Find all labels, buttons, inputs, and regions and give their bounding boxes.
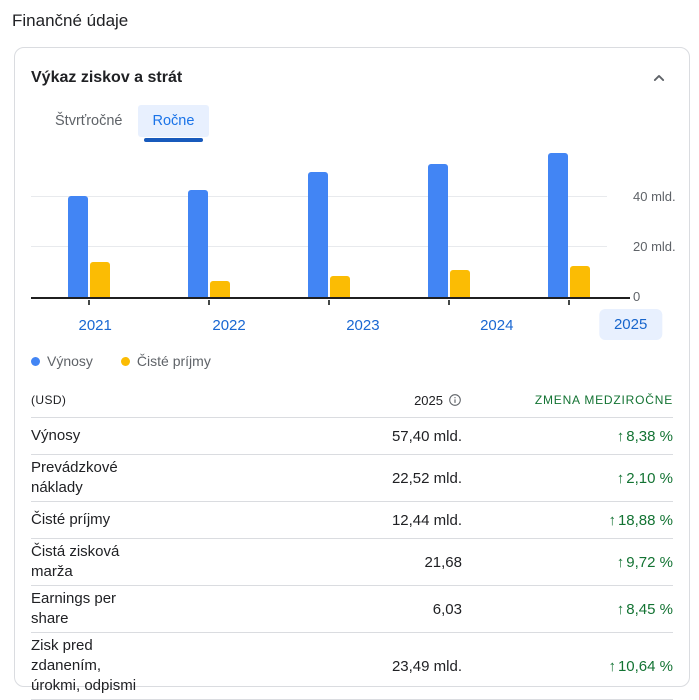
income-statement-card: Výkaz ziskov a strát Štvrťročné Ročne 40… bbox=[14, 47, 690, 700]
year-label-2022[interactable]: 2022 bbox=[212, 317, 246, 334]
legend-label-net-income: Čisté príjmy bbox=[136, 353, 211, 369]
row-change: ↑ 2,10 % bbox=[462, 470, 673, 487]
x-axis-labels: 2021 2022 2023 2024 2025 bbox=[31, 297, 673, 349]
up-arrow-icon: ↑ bbox=[616, 427, 625, 445]
table-row-operating-expense: Prevádzkové náklady 22,52 mld. ↑ 2,10 % bbox=[31, 455, 673, 502]
legend-label-revenue: Výnosy bbox=[47, 353, 93, 369]
year-label-2021[interactable]: 2021 bbox=[78, 317, 112, 334]
bar-net-income-2025[interactable] bbox=[569, 265, 590, 297]
up-arrow-icon: ↑ bbox=[616, 553, 625, 571]
info-icon bbox=[448, 394, 462, 410]
table-row-revenue: Výnosy 57,40 mld. ↑ 8,38 % bbox=[31, 418, 673, 455]
x-axis-tick bbox=[567, 300, 570, 305]
chevron-up-icon bbox=[649, 75, 669, 91]
card-header: Výkaz ziskov a strát bbox=[31, 66, 673, 90]
row-change-value: 8,45 % bbox=[626, 600, 673, 618]
chart-legend: Výnosy Čisté príjmy bbox=[31, 353, 673, 369]
bar-revenue-2023[interactable] bbox=[307, 171, 328, 297]
tab-yearly[interactable]: Ročne bbox=[137, 105, 210, 142]
year-label-2023[interactable]: 2023 bbox=[346, 317, 380, 334]
row-change-value: 2,10 % bbox=[626, 469, 673, 487]
row-value: 12,44 mld. bbox=[391, 511, 462, 529]
legend-dot-blue bbox=[31, 356, 40, 366]
table-header-change: ZMENA MEDZIROČNE bbox=[534, 393, 673, 407]
bar-revenue-2025[interactable] bbox=[547, 153, 568, 297]
bar-revenue-2024[interactable] bbox=[427, 164, 448, 297]
row-value: 23,49 mld. bbox=[391, 657, 462, 675]
tab-quarterly[interactable]: Štvrťročné bbox=[55, 113, 123, 129]
period-tabs: Štvrťročné Ročne bbox=[40, 105, 673, 142]
period-info-button[interactable] bbox=[448, 393, 462, 407]
table-header-unit: (USD) bbox=[31, 393, 67, 407]
y-axis-tick-label: 0 bbox=[633, 289, 641, 304]
bar-net-income-2023[interactable] bbox=[329, 275, 350, 297]
row-change: ↑ 9,72 % bbox=[462, 554, 673, 571]
table-row-net-profit-margin: Čistá zisková marža 21,68 ↑ 9,72 % bbox=[31, 539, 673, 586]
x-axis-baseline bbox=[31, 297, 630, 299]
x-axis-tick bbox=[327, 300, 330, 305]
row-change: ↑ 10,64 % bbox=[462, 658, 673, 675]
row-label: Earnings per share bbox=[31, 590, 117, 627]
row-value: 57,40 mld. bbox=[391, 427, 462, 445]
card-title: Výkaz ziskov a strát bbox=[31, 69, 183, 86]
bar-revenue-2021[interactable] bbox=[67, 195, 88, 297]
financials-table: (USD) 2025 ZMENA MEDZIROČNE Výnosy 57,40… bbox=[31, 383, 673, 700]
table-row-eps: Earnings per share 6,03 ↑ 8,45 % bbox=[31, 586, 673, 633]
legend-dot-yellow bbox=[120, 356, 130, 366]
year-label-2025[interactable]: 2025 bbox=[598, 309, 663, 340]
table-header-period: 2025 bbox=[414, 392, 443, 408]
row-label: Prevádzkové náklady bbox=[31, 459, 118, 496]
chart-plot-area bbox=[31, 144, 630, 305]
bar-chart: 40 mld. 20 mld. 0 bbox=[31, 144, 676, 305]
legend-item-revenue: Výnosy bbox=[31, 353, 93, 369]
collapse-button[interactable] bbox=[647, 66, 671, 90]
page-title: Finančné údaje bbox=[12, 11, 129, 30]
row-change-value: 8,38 % bbox=[626, 427, 673, 445]
row-value: 6,03 bbox=[432, 600, 462, 618]
row-change-value: 18,88 % bbox=[617, 511, 673, 529]
table-header-row: (USD) 2025 ZMENA MEDZIROČNE bbox=[31, 383, 673, 418]
bar-net-income-2024[interactable] bbox=[449, 270, 470, 297]
row-value: 22,52 mld. bbox=[391, 469, 462, 487]
x-axis-tick bbox=[87, 300, 90, 305]
row-label: Čistá zisková marža bbox=[31, 543, 120, 580]
x-axis-tick bbox=[447, 300, 450, 305]
row-label: Čisté príjmy bbox=[31, 511, 111, 528]
row-label: Zisk pred zdanením, úrokmi, odpismi bbox=[31, 637, 137, 694]
year-label-2024[interactable]: 2024 bbox=[480, 317, 514, 334]
table-row-net-income: Čisté príjmy 12,44 mld. ↑ 18,88 % bbox=[31, 502, 673, 539]
bar-net-income-2022[interactable] bbox=[209, 281, 230, 297]
row-label: Výnosy bbox=[31, 427, 81, 444]
up-arrow-icon: ↑ bbox=[616, 469, 625, 487]
up-arrow-icon: ↑ bbox=[608, 511, 616, 529]
x-axis-tick bbox=[207, 300, 210, 305]
row-change: ↑ 8,45 % bbox=[462, 601, 673, 618]
bar-net-income-2021[interactable] bbox=[89, 261, 110, 297]
row-change-value: 10,64 % bbox=[617, 657, 673, 675]
legend-item-net-income: Čisté príjmy bbox=[120, 353, 211, 369]
up-arrow-icon: ↑ bbox=[608, 657, 616, 675]
y-axis-tick-label: 40 mld. bbox=[633, 188, 676, 204]
row-change: ↑ 8,38 % bbox=[462, 428, 673, 445]
row-change-value: 9,72 % bbox=[626, 553, 673, 571]
y-axis-tick-label: 20 mld. bbox=[633, 238, 676, 254]
bar-revenue-2022[interactable] bbox=[187, 190, 208, 297]
table-row-ebitda: Zisk pred zdanením, úrokmi, odpismi 23,4… bbox=[31, 633, 673, 700]
row-change: ↑ 18,88 % bbox=[462, 512, 673, 529]
up-arrow-icon: ↑ bbox=[616, 600, 625, 618]
row-value: 21,68 bbox=[424, 553, 462, 571]
y-axis-labels: 40 mld. 20 mld. 0 bbox=[607, 144, 676, 304]
